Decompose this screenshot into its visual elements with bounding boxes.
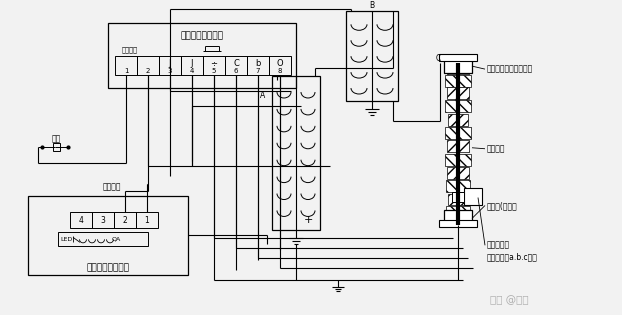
Text: C: C <box>435 54 440 63</box>
Text: 7: 7 <box>256 68 260 74</box>
Bar <box>446 207 470 218</box>
Text: 8: 8 <box>278 68 282 74</box>
Bar <box>444 210 472 226</box>
Text: J: J <box>191 59 193 68</box>
Bar <box>225 56 247 75</box>
Text: b: b <box>255 59 261 68</box>
Text: 电源: 电源 <box>52 134 61 143</box>
Text: 4: 4 <box>190 68 194 74</box>
Text: 电容芯棒: 电容芯棒 <box>487 144 506 153</box>
Bar <box>445 100 471 112</box>
Text: 1: 1 <box>145 216 149 225</box>
Text: 上法兰（接高压母排）: 上法兰（接高压母排） <box>487 65 533 74</box>
Text: 2: 2 <box>123 216 128 225</box>
Bar <box>114 212 136 228</box>
Text: 电压抽取端: 电压抽取端 <box>487 241 510 250</box>
Text: C: C <box>233 59 239 68</box>
Text: 电源输入: 电源输入 <box>122 46 138 53</box>
Bar <box>447 140 469 152</box>
Text: ÷: ÷ <box>210 59 218 68</box>
Bar <box>28 196 188 275</box>
Text: +: + <box>304 215 313 226</box>
Text: 指示器背视接线图: 指示器背视接线图 <box>180 32 223 41</box>
Bar <box>346 11 398 101</box>
Bar <box>108 23 296 88</box>
Text: 电源输入: 电源输入 <box>103 182 121 191</box>
Bar <box>464 187 482 205</box>
Bar <box>448 114 468 126</box>
Bar <box>448 193 468 205</box>
Bar <box>58 232 148 246</box>
Text: （接指示器a.b.c端）: （接指示器a.b.c端） <box>487 253 538 262</box>
Text: A: A <box>260 91 265 100</box>
Text: 6: 6 <box>234 68 238 74</box>
Bar <box>136 212 158 228</box>
Bar <box>53 143 60 151</box>
Bar <box>181 56 203 75</box>
Bar <box>445 75 471 87</box>
Text: 1: 1 <box>124 68 128 74</box>
Text: B: B <box>369 1 374 10</box>
Text: 2: 2 <box>146 68 150 74</box>
Bar <box>272 76 320 230</box>
Bar <box>445 154 471 166</box>
Bar <box>447 62 469 74</box>
Bar <box>452 192 464 202</box>
Bar <box>159 56 181 75</box>
Bar <box>444 58 472 73</box>
Bar <box>447 87 469 99</box>
Text: 知乎 @水牛: 知乎 @水牛 <box>490 295 529 305</box>
Text: 下法兰(接地）: 下法兰(接地） <box>487 201 518 210</box>
Text: 电磁锁背视接线图: 电磁锁背视接线图 <box>86 264 129 273</box>
Text: QA: QA <box>111 237 121 242</box>
Text: 5: 5 <box>212 68 216 74</box>
Bar <box>115 56 137 75</box>
Bar <box>92 212 114 228</box>
Bar <box>269 56 291 75</box>
Bar <box>447 167 469 179</box>
Bar <box>247 56 269 75</box>
Text: O: O <box>277 59 283 68</box>
Bar <box>137 56 159 75</box>
Bar <box>70 212 92 228</box>
Text: J: J <box>169 59 171 68</box>
Text: 4: 4 <box>78 216 83 225</box>
Bar <box>446 180 470 192</box>
Bar <box>203 56 225 75</box>
Text: LED: LED <box>61 237 73 242</box>
Text: 3: 3 <box>101 216 106 225</box>
Bar <box>445 127 471 139</box>
Bar <box>439 220 477 227</box>
Text: 3: 3 <box>168 68 172 74</box>
Bar <box>439 54 477 61</box>
